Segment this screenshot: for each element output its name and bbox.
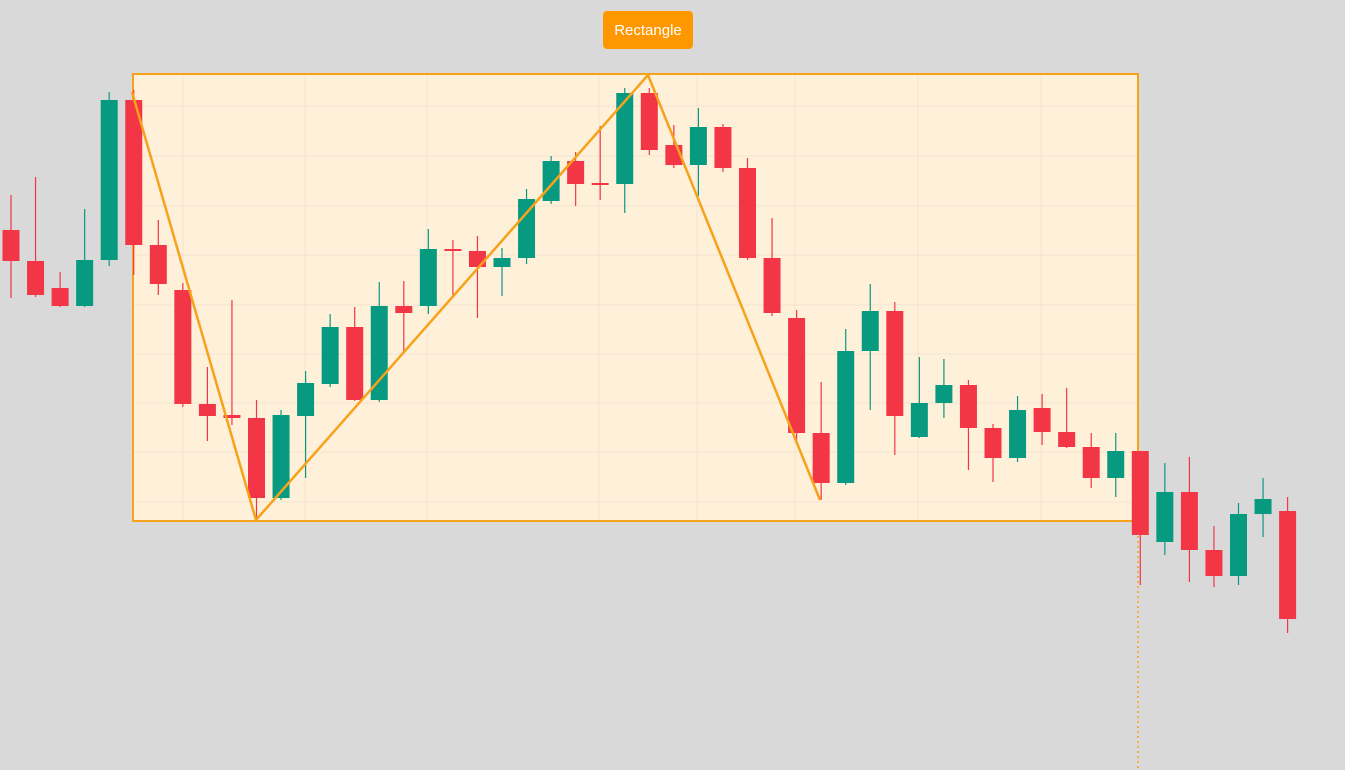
candle-body	[861, 311, 879, 351]
candle-body	[248, 418, 265, 498]
candle-body	[174, 290, 192, 404]
candle-body	[518, 199, 536, 258]
candle-body	[763, 258, 781, 313]
candle-body	[1230, 514, 1247, 576]
candle-body	[739, 168, 756, 258]
candle-body	[959, 385, 977, 428]
candle-body	[149, 245, 167, 284]
label-button[interactable]	[603, 11, 693, 49]
candle-body	[223, 415, 241, 418]
candle-body	[272, 415, 290, 498]
candles	[2, 88, 1297, 633]
candle-body	[1205, 550, 1223, 576]
candle-body	[51, 288, 69, 306]
candle-body	[27, 261, 45, 295]
candle-body	[1254, 499, 1272, 514]
candle-body	[1131, 451, 1149, 535]
candle-body	[493, 258, 511, 267]
candle-body	[1033, 408, 1051, 432]
zigzag-line	[130, 72, 822, 523]
candle-body	[444, 249, 462, 251]
rectangle-drawing	[132, 73, 1139, 770]
candle-body	[419, 249, 437, 306]
candle-body	[1009, 410, 1027, 458]
rectangle-grid	[134, 75, 1137, 520]
candle-body	[689, 127, 707, 165]
candle-body	[1279, 511, 1297, 619]
label-text: Rectangle	[614, 22, 682, 39]
rectangle-shape	[132, 73, 1139, 522]
candle-body	[468, 251, 486, 267]
candle-body	[640, 93, 658, 150]
candle-body	[346, 327, 364, 400]
candle-body	[321, 327, 339, 384]
candle-body	[100, 100, 118, 260]
candle-body	[837, 351, 855, 483]
candle-body	[616, 93, 634, 184]
candle-body	[1082, 447, 1100, 478]
candle-body	[198, 404, 216, 416]
candle-body	[395, 306, 413, 313]
candle-body	[714, 127, 732, 168]
candle-body	[1180, 492, 1198, 550]
candle-body	[297, 383, 315, 416]
candle-body	[910, 403, 928, 437]
candle-body	[886, 311, 904, 416]
candle-body	[1156, 492, 1174, 542]
candle-body	[125, 100, 143, 245]
candle-body	[984, 428, 1002, 458]
candle-body	[1058, 432, 1076, 447]
candle-body	[812, 433, 830, 483]
candle-body	[1107, 451, 1125, 478]
candle-body	[76, 260, 94, 306]
candle-body	[935, 385, 953, 403]
candle-body	[2, 230, 20, 261]
candle-body	[567, 161, 585, 184]
tool-label[interactable]: Rectangle	[603, 11, 693, 49]
candle-body	[542, 161, 560, 201]
candle-body	[591, 183, 609, 185]
candle-body	[788, 318, 806, 433]
